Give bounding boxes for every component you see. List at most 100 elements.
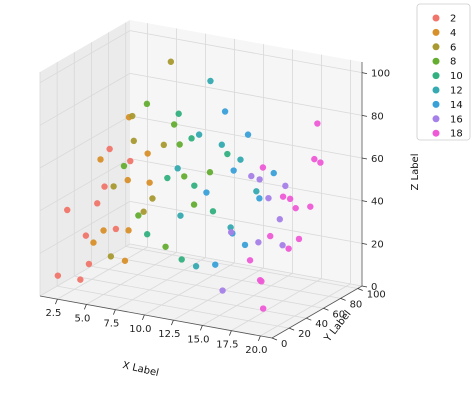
data-point-18 bbox=[259, 164, 267, 171]
data-point-8 bbox=[190, 201, 198, 208]
z-axis-label: Z Label bbox=[410, 153, 421, 190]
data-point-2 bbox=[94, 200, 101, 207]
data-point-8 bbox=[206, 169, 214, 176]
z-tick-label: 40 bbox=[371, 197, 384, 208]
grid-z-back bbox=[129, 158, 363, 202]
x-tick-mark bbox=[84, 304, 87, 310]
data-point-12 bbox=[227, 224, 234, 231]
data-point-8 bbox=[162, 243, 169, 250]
data-point-12 bbox=[174, 165, 181, 172]
x-tick-label: 17.5 bbox=[216, 340, 238, 351]
data-point-2 bbox=[82, 232, 90, 239]
data-point-8 bbox=[143, 100, 151, 108]
z-tick-mark bbox=[361, 285, 368, 288]
data-point-6 bbox=[149, 195, 156, 202]
data-point-16 bbox=[282, 182, 289, 190]
data-point-12 bbox=[177, 212, 184, 219]
data-point-2 bbox=[112, 225, 120, 233]
data-point-10 bbox=[209, 208, 217, 215]
y-tick-mark bbox=[306, 317, 312, 321]
grid-y-floor bbox=[57, 285, 290, 329]
data-point-4 bbox=[144, 150, 151, 157]
x-axis-label: X Label bbox=[121, 360, 160, 379]
floor-pane bbox=[40, 244, 362, 338]
legend-marker-12 bbox=[432, 86, 440, 94]
x-tick-mark bbox=[200, 325, 203, 331]
legend-label-8: 8 bbox=[450, 57, 456, 68]
data-point-14 bbox=[256, 195, 263, 202]
x-axis-line bbox=[39, 295, 273, 339]
y-axis-line bbox=[271, 285, 363, 339]
legend-label-6: 6 bbox=[450, 42, 456, 53]
grid-y-floor bbox=[91, 265, 324, 309]
data-point-16 bbox=[279, 242, 286, 249]
x-tick-mark bbox=[55, 299, 58, 305]
data-point-16 bbox=[255, 239, 262, 246]
grid-y-floor bbox=[74, 275, 307, 319]
z-tick-label: 20 bbox=[371, 239, 384, 250]
data-point-12 bbox=[195, 131, 203, 138]
grid-z-back bbox=[129, 243, 363, 287]
data-point-10 bbox=[164, 174, 171, 182]
axis-panes bbox=[40, 20, 362, 338]
data-point-6 bbox=[110, 183, 117, 190]
grid-z-back bbox=[129, 200, 363, 244]
x-tick-label: 12.5 bbox=[158, 329, 180, 340]
data-point-14 bbox=[230, 167, 237, 174]
grid-z-back bbox=[129, 72, 363, 116]
legend-marker-2 bbox=[432, 14, 440, 22]
legend-label-12: 12 bbox=[450, 86, 463, 97]
data-point-18 bbox=[256, 276, 264, 284]
data-point-16 bbox=[219, 287, 226, 294]
z-tick-mark bbox=[361, 114, 368, 117]
data-point-18 bbox=[317, 159, 324, 166]
legend-marker-18 bbox=[432, 129, 440, 137]
legend-label-4: 4 bbox=[450, 28, 456, 39]
x-tick-mark bbox=[258, 335, 261, 342]
grid-lines bbox=[39, 22, 363, 339]
grid-x-floor bbox=[144, 262, 235, 316]
data-point-2 bbox=[106, 145, 113, 153]
y-tick-label: 20 bbox=[298, 329, 311, 340]
z-tick-mark bbox=[361, 157, 368, 160]
y-tick-label: 0 bbox=[281, 339, 287, 350]
data-point-16 bbox=[248, 172, 255, 180]
data-point-12 bbox=[207, 77, 214, 85]
data-point-6 bbox=[167, 58, 175, 65]
legend-label-14: 14 bbox=[450, 100, 463, 111]
data-point-14 bbox=[244, 131, 252, 138]
y-tick-mark bbox=[271, 337, 278, 341]
legend-marker-10 bbox=[432, 72, 440, 80]
x-tick-label: 15.0 bbox=[187, 334, 209, 345]
z-tick-mark bbox=[361, 72, 368, 75]
data-point-6 bbox=[107, 253, 115, 260]
grid-z-left bbox=[39, 200, 131, 254]
data-point-6 bbox=[140, 208, 147, 215]
grid-z-back bbox=[129, 30, 363, 74]
data-point-4 bbox=[125, 227, 132, 234]
data-point-14 bbox=[241, 241, 249, 249]
data-point-8 bbox=[120, 162, 128, 170]
data-point-14 bbox=[221, 108, 229, 115]
data-point-16 bbox=[276, 216, 283, 223]
grid-x-floor bbox=[115, 257, 206, 310]
x-tick-label: 5.0 bbox=[74, 313, 90, 324]
grid-y-floor bbox=[125, 246, 358, 289]
x-tick-label: 10.0 bbox=[129, 324, 151, 335]
z-tick-label: 100 bbox=[371, 69, 390, 80]
x-tick-label: 20.0 bbox=[245, 345, 267, 356]
x-tick-label: 2.5 bbox=[45, 308, 61, 319]
legend-label-2: 2 bbox=[450, 14, 456, 25]
legend-label-16: 16 bbox=[450, 114, 463, 125]
grid-x-floor bbox=[202, 273, 293, 326]
data-point-18 bbox=[311, 155, 318, 163]
data-point-4 bbox=[90, 239, 97, 246]
back-pane bbox=[130, 20, 362, 286]
data-point-18 bbox=[292, 204, 299, 212]
data-point-2 bbox=[64, 206, 71, 214]
y-tick-label: 100 bbox=[367, 289, 386, 300]
grid-z-left bbox=[39, 30, 131, 84]
x-tick-mark bbox=[113, 309, 116, 315]
y-tick-mark bbox=[340, 298, 346, 301]
